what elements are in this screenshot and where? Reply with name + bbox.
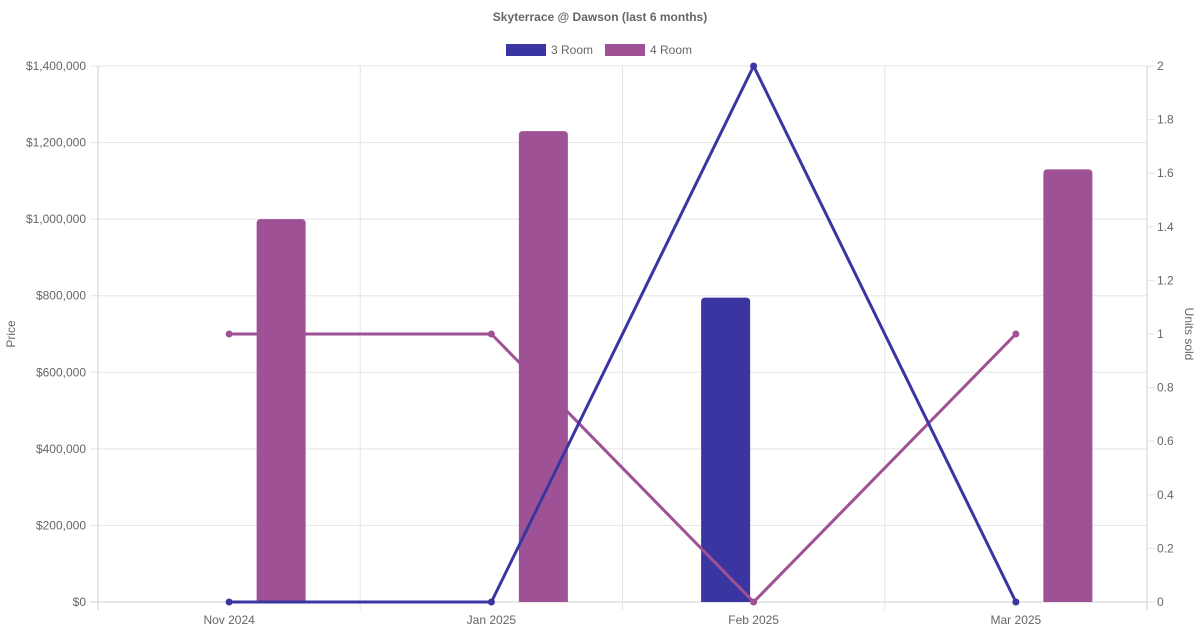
legend-label-3-room[interactable]: 3 Room xyxy=(551,43,593,57)
x-tick-label: Jan 2025 xyxy=(467,613,517,627)
grid xyxy=(90,65,1148,610)
legend-swatch-4-room[interactable] xyxy=(605,44,645,56)
y-right-tick-label: 0.4 xyxy=(1157,488,1174,502)
point-4-room[interactable] xyxy=(487,330,495,338)
y-right-tick-label: 1.4 xyxy=(1157,220,1174,234)
legend-label-4-room[interactable]: 4 Room xyxy=(650,43,692,57)
y-left-tick-label: $800,000 xyxy=(36,289,86,303)
y-left-tick-label: $1,400,000 xyxy=(26,59,86,73)
lines xyxy=(229,64,1018,604)
points xyxy=(225,62,1020,606)
y-left-tick-label: $200,000 xyxy=(36,518,86,532)
y-right-tick-label: 0.8 xyxy=(1157,381,1174,395)
bar-3-room[interactable] xyxy=(701,297,751,602)
point-3-room[interactable] xyxy=(750,62,758,70)
legend-swatch-3-room[interactable] xyxy=(506,44,546,56)
y-left-tick-label: $1,000,000 xyxy=(26,212,86,226)
y-axis-right-title: Units sold xyxy=(1182,308,1196,361)
x-tick-label: Feb 2025 xyxy=(728,613,779,627)
y-right-tick-label: 1.2 xyxy=(1157,273,1174,287)
line-4-room[interactable] xyxy=(229,332,1017,604)
y-right-tick-label: 1.6 xyxy=(1157,166,1174,180)
y-left-tick-label: $1,200,000 xyxy=(26,136,86,150)
x-axis-ticks: Nov 2024 Jan 2025 Feb 2025 Mar 2025 xyxy=(203,613,1041,627)
y-right-tick-label: 0 xyxy=(1157,595,1164,609)
y-axis-left-ticks: $0 $200,000 $400,000 $600,000 $800,000 $1,000… xyxy=(26,59,86,609)
y-right-tick-label: 0.6 xyxy=(1157,434,1174,448)
bars xyxy=(256,131,1093,603)
y-left-tick-label: $400,000 xyxy=(36,442,86,456)
y-axis-left-title: Price xyxy=(4,320,18,348)
point-3-room[interactable] xyxy=(225,598,233,606)
point-3-room[interactable] xyxy=(487,598,495,606)
y-right-tick-label: 2 xyxy=(1157,59,1164,73)
x-tick-label: Mar 2025 xyxy=(991,613,1042,627)
y-right-tick-label: 1.8 xyxy=(1157,113,1174,127)
point-4-room[interactable] xyxy=(225,330,233,338)
point-3-room[interactable] xyxy=(1012,598,1020,606)
y-right-tick-label: 0.2 xyxy=(1157,541,1174,555)
legend: 3 Room 4 Room xyxy=(506,43,692,57)
y-right-tick-label: 1 xyxy=(1157,327,1164,341)
point-4-room[interactable] xyxy=(1012,330,1020,338)
bar-4-room[interactable] xyxy=(256,219,306,602)
bar-4-room[interactable] xyxy=(518,131,568,603)
x-tick-label: Nov 2024 xyxy=(203,613,255,627)
chart-title: Skyterrace @ Dawson (last 6 months) xyxy=(493,10,707,24)
point-4-room[interactable] xyxy=(750,598,758,606)
bar-4-room[interactable] xyxy=(1043,169,1093,602)
y-left-tick-label: $0 xyxy=(73,595,87,609)
y-axis-right-ticks: 0 0.2 0.4 0.6 0.8 1 1.2 1.4 1.6 1.8 2 xyxy=(1147,59,1174,609)
y-left-tick-label: $600,000 xyxy=(36,365,86,379)
line-3-room[interactable] xyxy=(229,64,1018,604)
